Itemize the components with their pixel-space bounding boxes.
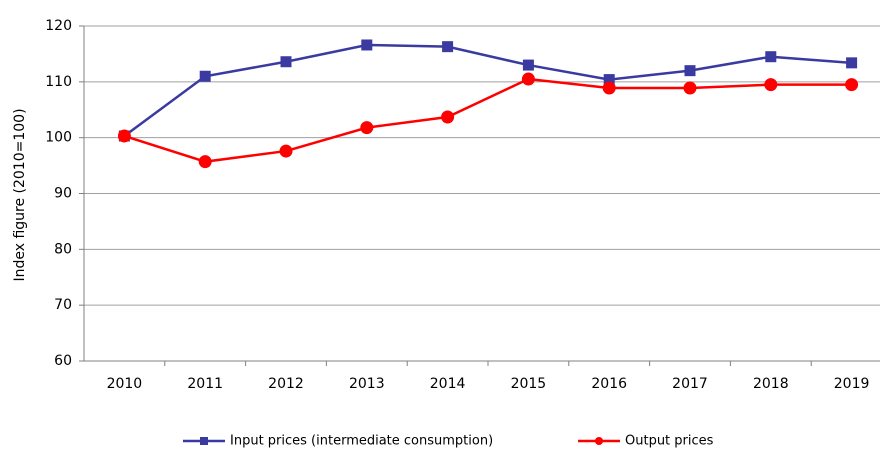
y-tick-label: 110 xyxy=(45,74,72,90)
series-line xyxy=(123,43,852,137)
legend-marker xyxy=(595,437,603,445)
marker xyxy=(522,59,534,71)
marker xyxy=(441,110,455,124)
marker xyxy=(602,81,616,95)
y-tick-label: 120 xyxy=(45,18,72,34)
marker xyxy=(683,81,697,95)
x-tick-label: 2013 xyxy=(349,376,385,392)
marker xyxy=(846,57,858,69)
legend-label: Input prices (intermediate consumption) xyxy=(230,434,493,449)
y-tick-label: 70 xyxy=(54,297,72,313)
marker xyxy=(845,78,859,92)
legend-marker xyxy=(200,437,208,445)
marker xyxy=(280,56,292,68)
marker xyxy=(521,72,535,86)
x-tick-label: 2011 xyxy=(187,376,223,392)
marker xyxy=(684,65,696,77)
legend-label: Output prices xyxy=(625,434,714,449)
series-line xyxy=(124,77,852,163)
marker xyxy=(279,144,293,158)
y-tick-label: 90 xyxy=(54,186,72,202)
marker xyxy=(198,155,212,169)
marker xyxy=(764,78,778,92)
x-tick-label: 2010 xyxy=(107,376,143,392)
marker xyxy=(442,41,454,53)
x-tick-label: 2015 xyxy=(511,376,547,392)
marker xyxy=(361,39,373,51)
x-tick-label: 2017 xyxy=(672,376,708,392)
x-tick-label: 2014 xyxy=(430,376,466,392)
marker xyxy=(199,70,211,82)
y-tick-label: 80 xyxy=(54,241,72,257)
x-tick-label: 2012 xyxy=(268,376,304,392)
y-axis-label: Index figure (2010=100) xyxy=(12,108,28,281)
y-tick-label: 100 xyxy=(45,130,72,146)
marker xyxy=(360,121,374,135)
x-tick-label: 2018 xyxy=(753,376,789,392)
y-tick-label: 60 xyxy=(54,353,72,369)
x-tick-label: 2019 xyxy=(834,376,870,392)
marker xyxy=(603,74,615,86)
x-tick-label: 2016 xyxy=(591,376,627,392)
marker xyxy=(765,51,777,63)
marker xyxy=(117,129,131,143)
